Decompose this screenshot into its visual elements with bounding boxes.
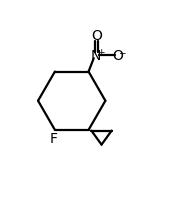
Text: +: + [97, 48, 104, 57]
Text: −: − [119, 48, 126, 57]
Text: O: O [91, 29, 102, 43]
Text: N: N [91, 49, 102, 63]
Text: F: F [49, 131, 58, 145]
Text: O: O [113, 49, 123, 63]
